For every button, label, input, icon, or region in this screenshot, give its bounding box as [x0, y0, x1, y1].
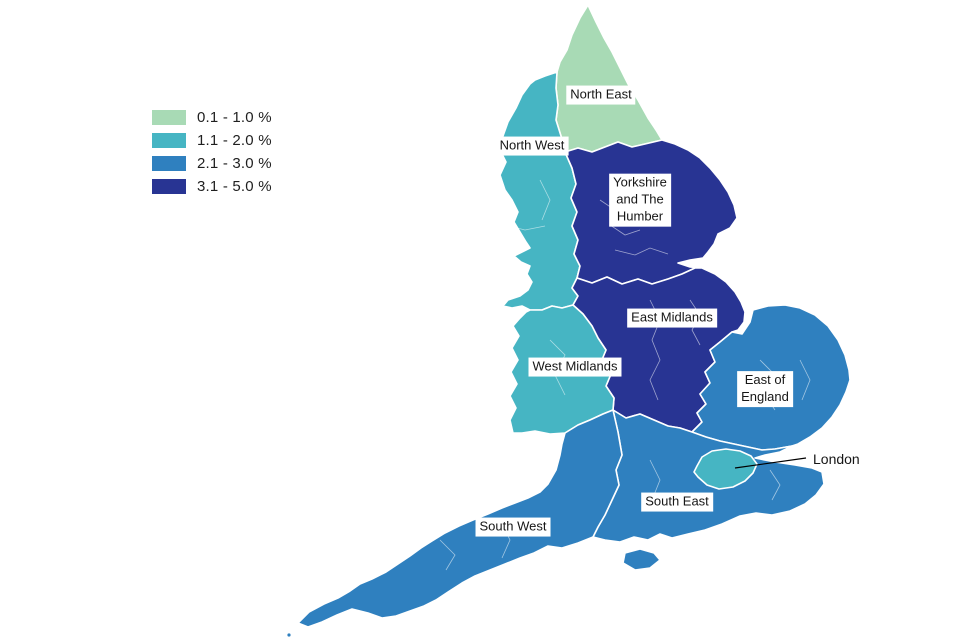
legend-swatch — [152, 133, 186, 148]
legend: 0.1 - 1.0 % 1.1 - 2.0 % 2.1 - 3.0 % 3.1 … — [152, 106, 272, 198]
legend-swatch — [152, 110, 186, 125]
legend-item-label: 1.1 - 2.0 % — [197, 132, 272, 149]
legend-item: 3.1 - 5.0 % — [152, 175, 272, 198]
region-label-north-east: North East — [566, 85, 636, 105]
region-label-south-west: South West — [475, 517, 551, 537]
legend-item-label: 3.1 - 5.0 % — [197, 178, 272, 195]
region-label-london: London — [813, 450, 860, 467]
region-label-east-midlands: East Midlands — [627, 308, 717, 328]
region-south-west-islet — [286, 632, 292, 638]
region-south-west — [297, 409, 623, 628]
london-leader-line — [734, 457, 807, 469]
region-label-yorkshire-and-the-humber: Yorkshire and The Humber — [609, 173, 671, 227]
region-label-west-midlands: West Midlands — [528, 357, 622, 377]
legend-item: 0.1 - 1.0 % — [152, 106, 272, 129]
region-north-east — [555, 4, 663, 153]
region-label-north-west: North West — [495, 136, 569, 156]
legend-item: 2.1 - 3.0 % — [152, 152, 272, 175]
region-label-south-east: South East — [641, 492, 713, 512]
legend-item-label: 0.1 - 1.0 % — [197, 109, 272, 126]
legend-item-label: 2.1 - 3.0 % — [197, 155, 272, 172]
region-label-east-of-england: East of England — [737, 371, 793, 407]
legend-swatch — [152, 156, 186, 171]
legend-item: 1.1 - 2.0 % — [152, 129, 272, 152]
legend-swatch — [152, 179, 186, 194]
region-south-east-isle-of-wight — [622, 548, 661, 571]
region-london — [693, 448, 758, 490]
